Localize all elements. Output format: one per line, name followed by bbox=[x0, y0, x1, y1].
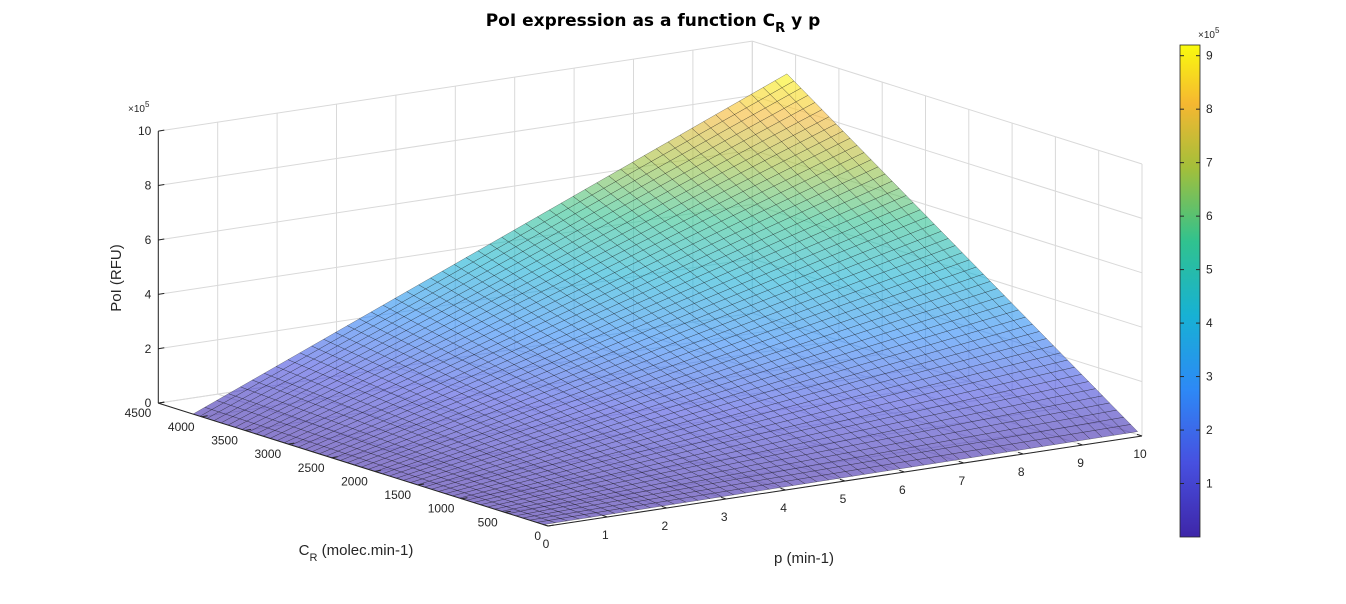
colorbar-ticks: 1 2 3 4 5 6 7 8 9 bbox=[1180, 49, 1213, 491]
y-tick-label: 0 bbox=[534, 529, 541, 543]
x-tick-label: 8 bbox=[1018, 465, 1025, 479]
z-tick-mark bbox=[158, 238, 165, 241]
x-tick-label: 1 bbox=[602, 528, 609, 542]
z-tick-mark bbox=[158, 129, 165, 132]
y-tick-label: 500 bbox=[478, 515, 498, 529]
axes: 0 1 2 3 4 5 6 7 8 9 10 0 500 1000 1500 2000 2500 3000 3500… bbox=[125, 124, 1147, 551]
x-tick-mark bbox=[1018, 451, 1024, 455]
y-tick-mark bbox=[374, 469, 381, 472]
z-tick-mark bbox=[158, 401, 165, 404]
x-tick-mark bbox=[839, 478, 846, 482]
chart-title: PoI expression as a function CR y p bbox=[486, 11, 821, 36]
z-tick-mark bbox=[158, 184, 165, 187]
x-tick-label: 9 bbox=[1077, 456, 1084, 470]
y-tick-label: 4000 bbox=[168, 420, 195, 434]
z-tick-label: 0 bbox=[145, 396, 152, 410]
x-tick-label: 5 bbox=[840, 492, 847, 506]
y-tick-label: 1500 bbox=[384, 488, 411, 502]
x-tick-label: 4 bbox=[780, 501, 787, 515]
colorbar-tick-label: 5 bbox=[1206, 263, 1213, 277]
z-tick-label: 2 bbox=[145, 342, 152, 356]
y-tick-mark bbox=[461, 497, 468, 500]
grid-line bbox=[752, 40, 1143, 165]
x-tick-label: 3 bbox=[721, 510, 728, 524]
y-tick-label: 1000 bbox=[428, 502, 455, 516]
y-tick-label: 2000 bbox=[341, 474, 368, 488]
colorbar-tick-label: 6 bbox=[1206, 209, 1213, 223]
surface-mesh bbox=[192, 73, 1139, 525]
y-tick-label: 3000 bbox=[254, 447, 281, 461]
y-axis-label: CR (molec.min-1) bbox=[299, 542, 414, 564]
z-tick-label: 8 bbox=[145, 179, 152, 193]
x-tick-label: 0 bbox=[543, 537, 550, 551]
grid-line bbox=[158, 95, 753, 187]
x-tick-label: 6 bbox=[899, 483, 906, 497]
colorbar-tick-label: 8 bbox=[1206, 102, 1213, 116]
y-tick-label: 3500 bbox=[211, 433, 238, 447]
y-tick-mark bbox=[201, 415, 208, 418]
z-tick-mark bbox=[158, 292, 165, 295]
z-axis-label: PoI (RFU) bbox=[108, 244, 125, 312]
x-tick-mark bbox=[958, 460, 964, 464]
x-tick-label: 2 bbox=[661, 519, 668, 533]
z-tick-label: 10 bbox=[138, 124, 152, 138]
colorbar-tick-label: 7 bbox=[1206, 156, 1213, 170]
x-tick-label: 7 bbox=[958, 474, 965, 488]
z-tick-label: 6 bbox=[145, 233, 152, 247]
y-tick-mark bbox=[418, 483, 425, 486]
y-tick-mark bbox=[331, 456, 338, 459]
colorbar-tick-label: 3 bbox=[1206, 370, 1213, 384]
z-tick-label: 4 bbox=[145, 287, 152, 301]
x-tick-mark bbox=[661, 505, 667, 509]
x-axis-label: p (min-1) bbox=[774, 550, 834, 567]
x-tick-mark bbox=[780, 487, 786, 491]
x-tick-mark bbox=[542, 523, 549, 527]
y-tick-mark bbox=[288, 442, 295, 445]
colorbar-tick-label: 2 bbox=[1206, 423, 1213, 437]
colorbar-tick-label: 1 bbox=[1206, 477, 1213, 491]
y-tick-label: 4500 bbox=[125, 406, 152, 420]
x-tick-mark bbox=[602, 514, 608, 518]
x-tick-mark bbox=[899, 469, 905, 473]
y-tick-mark bbox=[244, 428, 251, 431]
y-tick-mark bbox=[504, 510, 511, 513]
z-tick-mark bbox=[158, 347, 165, 350]
y-tick-label: 2500 bbox=[298, 461, 325, 475]
colorbar-multiplier: ×105 bbox=[1198, 26, 1220, 41]
colorbar bbox=[1179, 44, 1201, 538]
y-axis-line bbox=[158, 402, 549, 527]
grid-line bbox=[158, 40, 753, 132]
x-tick-mark bbox=[1077, 442, 1083, 446]
x-tick-mark bbox=[1136, 433, 1143, 437]
colorbar-tick-label: 9 bbox=[1206, 49, 1213, 63]
surface-cell bbox=[1118, 424, 1139, 434]
x-tick-mark bbox=[721, 496, 727, 500]
y-tick-mark bbox=[547, 524, 555, 527]
colorbar-tick-label: 4 bbox=[1206, 316, 1213, 330]
x-tick-label: 10 bbox=[1133, 447, 1147, 461]
z-multiplier: ×105 bbox=[128, 100, 150, 115]
